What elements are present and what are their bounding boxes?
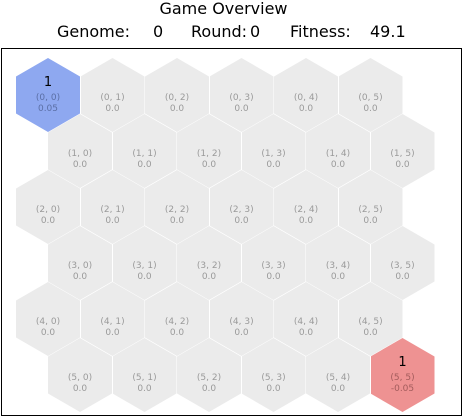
hex-coord-label: (3, 2) <box>196 261 222 271</box>
hex-coord-label: (0, 1) <box>100 93 125 103</box>
hex-owner-label: 1 <box>43 75 53 90</box>
page-title: Game Overview <box>159 0 288 18</box>
hex-cell[interactable]: (5, 4) 0.0 <box>306 338 370 412</box>
hex-value-label: 0.0 <box>266 160 281 170</box>
hex-value-label: 0.0 <box>298 216 314 226</box>
hex-value-label: 0.0 <box>330 160 346 170</box>
hex-coord-label: (4, 4) <box>293 317 319 327</box>
hex-coord-label: (1, 2) <box>196 149 222 159</box>
hex-coord-label: (0, 2) <box>164 93 190 103</box>
fitness-label: Fitness: <box>290 22 351 41</box>
hex-coord-label: (4, 0) <box>35 317 61 327</box>
hex-cell[interactable]: (5, 1) 0.0 <box>112 338 177 412</box>
hex-coord-label: (1, 0) <box>67 149 93 159</box>
hex-coord-label: (4, 2) <box>164 317 190 327</box>
hex-value-label: 0.0 <box>266 384 281 394</box>
hex-coord-label: (3, 4) <box>325 261 351 271</box>
hex-value-label: 0.0 <box>40 328 56 338</box>
hex-value-label: 0.0 <box>169 104 185 114</box>
hex-coord-label: (2, 1) <box>100 205 125 215</box>
hex-coord-label: (1, 4) <box>325 149 351 159</box>
hex-coord-label: (0, 4) <box>293 93 319 103</box>
hex-value-label: 0.0 <box>105 216 120 226</box>
hex-value-label: 0.0 <box>72 160 88 170</box>
hex-coord-label: (0, 5) <box>358 93 383 103</box>
hex-cell[interactable]: 1 (5, 5) -0.05 <box>370 338 435 412</box>
hex-coord-label: (5, 0) <box>67 373 93 383</box>
genome-label: Genome: <box>57 22 130 41</box>
hex-coord-label: (4, 5) <box>358 317 383 327</box>
hex-value-label: 0.0 <box>137 160 152 170</box>
hex-cell[interactable]: (4, 5) 0.0 <box>338 282 403 356</box>
hex-value-label: 0.0 <box>234 328 249 338</box>
hex-value-label: 0.0 <box>72 272 88 282</box>
hex-coord-label: (3, 0) <box>67 261 93 271</box>
hex-value-label: 0.0 <box>137 272 152 282</box>
hex-value-label: 0.0 <box>363 104 378 114</box>
hex-value-label: 0.0 <box>298 104 314 114</box>
hex-cell[interactable]: (4, 0) 0.0 <box>16 282 80 356</box>
hex-value-label: 0.0 <box>72 384 88 394</box>
hex-value-label: 0.0 <box>137 384 152 394</box>
hex-coord-label: (5, 5) <box>390 373 415 383</box>
hex-coord-label: (2, 3) <box>229 205 254 215</box>
hex-value-label: 0.0 <box>363 216 378 226</box>
hex-value-label: 0.0 <box>201 272 217 282</box>
hex-cell[interactable]: (4, 4) 0.0 <box>274 282 338 356</box>
hex-coord-label: (3, 1) <box>132 261 157 271</box>
hex-value-label: 0.0 <box>105 104 120 114</box>
hex-coord-label: (0, 0) <box>35 93 61 103</box>
hex-value-label: 0.0 <box>395 272 410 282</box>
hex-value-label: 0.0 <box>330 272 346 282</box>
hex-value-label: 0.0 <box>266 272 281 282</box>
round-value: 0 <box>250 22 261 41</box>
hex-coord-label: (2, 5) <box>358 205 383 215</box>
hex-cell[interactable]: (4, 2) 0.0 <box>145 282 209 356</box>
hex-cell[interactable]: (4, 3) 0.0 <box>209 282 274 356</box>
hex-cell[interactable]: (0, 2) 0.0 <box>145 58 209 132</box>
hex-coord-label: (5, 3) <box>261 373 286 383</box>
hex-coord-label: (1, 5) <box>390 149 415 159</box>
hex-owner-label: 1 <box>398 355 407 370</box>
hex-value-label: 0.0 <box>169 216 185 226</box>
hex-value-label: 0.0 <box>201 384 217 394</box>
hex-value-label: 0.05 <box>37 104 59 114</box>
round-label: Round: <box>191 22 248 41</box>
hex-value-label: 0.0 <box>105 328 120 338</box>
hex-value-label: 0.0 <box>234 104 249 114</box>
hex-value-label: 0.0 <box>169 328 185 338</box>
hex-coord-label: (3, 3) <box>261 261 286 271</box>
hex-coord-label: (5, 1) <box>132 373 157 383</box>
hex-coord-label: (4, 3) <box>229 317 254 327</box>
fitness-value: 49.1 <box>370 22 406 41</box>
hex-value-label: 0.0 <box>298 328 314 338</box>
hex-coord-label: (4, 1) <box>100 317 125 327</box>
hex-value-label: -0.05 <box>390 384 415 394</box>
genome-value: 0 <box>153 22 164 41</box>
hex-value-label: 0.0 <box>363 328 378 338</box>
hex-coord-label: (2, 4) <box>293 205 319 215</box>
hex-value-label: 0.0 <box>201 160 217 170</box>
hex-coord-label: (0, 3) <box>229 93 254 103</box>
hex-coord-label: (2, 2) <box>164 205 190 215</box>
hex-cell[interactable]: (5, 3) 0.0 <box>241 338 306 412</box>
hex-coord-label: (2, 0) <box>35 205 61 215</box>
hex-cell[interactable]: (0, 1) 0.0 <box>80 58 145 132</box>
hex-coord-label: (3, 5) <box>390 261 415 271</box>
hex-coord-label: (5, 2) <box>196 373 222 383</box>
hex-cell[interactable]: 1 (0, 0) 0.05 <box>16 58 80 132</box>
hex-cell[interactable]: (4, 1) 0.0 <box>80 282 145 356</box>
hex-coord-label: (5, 4) <box>325 373 351 383</box>
hex-cell[interactable]: (5, 2) 0.0 <box>177 338 241 412</box>
hex-coord-label: (1, 1) <box>132 149 157 159</box>
hex-coord-label: (1, 3) <box>261 149 286 159</box>
hex-value-label: 0.0 <box>395 160 410 170</box>
hex-cell[interactable]: (5, 0) 0.0 <box>48 338 112 412</box>
hex-value-label: 0.0 <box>40 216 56 226</box>
hex-board: 1 (0, 0) 0.05 (0, 1) 0.0 (0, 2) 0.0 (0, 3) 0.0 (0… <box>1 48 462 416</box>
hex-value-label: 0.0 <box>330 384 346 394</box>
hex-value-label: 0.0 <box>234 216 249 226</box>
